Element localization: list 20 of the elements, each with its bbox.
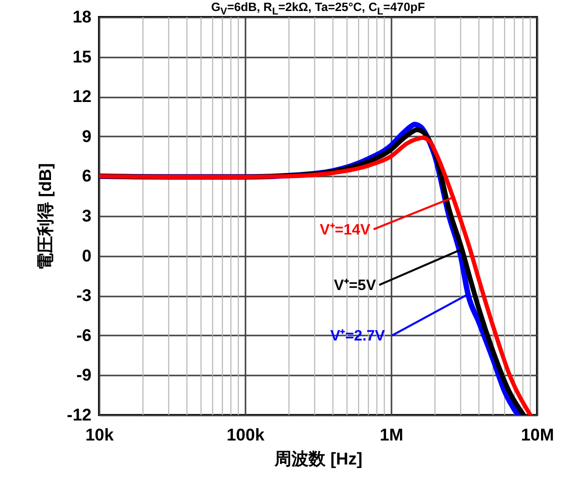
x-tick-label: 10k bbox=[85, 426, 114, 444]
chart-title: G$_{V}$=6dB, R$_{L}$=2kΩ, Ta=25°C, C$_{L}$=470pF bbox=[210, 0, 426, 20]
y-tick-label: 18 bbox=[72, 8, 92, 26]
y-tick-label: 12 bbox=[72, 87, 92, 106]
x-tick-label: 100k bbox=[226, 426, 265, 444]
y-axis-title: 電圧利得 [dB] bbox=[36, 163, 55, 270]
y-tick-label: 6 bbox=[82, 166, 92, 186]
x-tick-label: 10M bbox=[520, 426, 554, 444]
y-tick-label: -6 bbox=[76, 326, 92, 345]
y-tick-label: 9 bbox=[82, 126, 92, 146]
x-tick-label: 1M bbox=[380, 426, 404, 444]
y-tick-label: 3 bbox=[82, 206, 92, 226]
x-axis-title: 周波数 [Hz] bbox=[274, 450, 362, 468]
y-tick-label: 15 bbox=[72, 47, 92, 66]
text: V⁺=14V bbox=[320, 221, 370, 238]
text: V⁺=5V bbox=[334, 276, 376, 294]
y-tick-label: -12 bbox=[66, 406, 92, 424]
y-tick-label: -9 bbox=[76, 366, 92, 385]
y-tick-label: -3 bbox=[76, 286, 92, 306]
y-tick-label: 0 bbox=[82, 246, 92, 266]
